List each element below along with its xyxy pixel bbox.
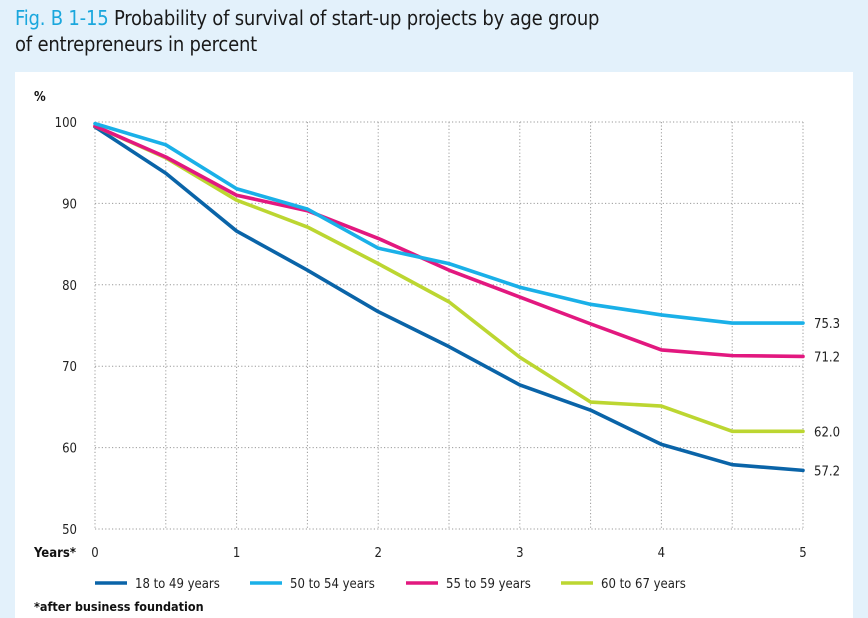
- legend-label: 50 to 54 years: [290, 577, 375, 592]
- y-axis-ticks: 50 60 70 80 90 100: [55, 116, 77, 538]
- end-value-label: 62.0: [814, 425, 840, 440]
- end-value-label: 71.2: [814, 350, 840, 365]
- x-axis-label: Years*: [33, 546, 76, 561]
- x-tick-label: 4: [658, 546, 665, 561]
- y-tick-label: 90: [62, 197, 77, 212]
- x-tick-label: 0: [91, 546, 98, 561]
- legend-label: 18 to 49 years: [135, 577, 220, 592]
- figure-label: Fig. B 1-15: [15, 6, 109, 30]
- y-tick-label: 50: [62, 523, 77, 538]
- x-axis-ticks: 0 1 2 3 4 5: [91, 546, 806, 561]
- title-line1: Probability of survival of start-up proj…: [113, 6, 600, 30]
- series-line-50-to-54-years: [93, 121, 805, 325]
- y-tick-label: 80: [62, 279, 77, 294]
- legend-item: 18 to 49 years: [95, 577, 220, 592]
- y-tick-label: 70: [62, 360, 77, 375]
- title-line2: of entrepreneurs in percent: [15, 32, 258, 56]
- series-line-55-to-59-years: [93, 124, 805, 359]
- footnote: *after business foundation: [34, 599, 204, 614]
- legend: 18 to 49 years 50 to 54 years 55 to 59 yea…: [95, 577, 686, 592]
- end-value-label: 57.2: [814, 464, 840, 479]
- legend-label: 60 to 67 years: [601, 577, 686, 592]
- legend-item: 60 to 67 years: [561, 577, 686, 592]
- series-line-18-to-49-years: [93, 125, 805, 473]
- x-tick-label: 3: [516, 546, 523, 561]
- legend-label: 55 to 59 years: [446, 577, 531, 592]
- y-tick-label: 60: [62, 442, 77, 457]
- legend-item: 50 to 54 years: [250, 577, 375, 592]
- chart-title: Fig. B 1-15 Probability of survival of s…: [15, 5, 599, 57]
- legend-item: 55 to 59 years: [406, 577, 531, 592]
- series-lines: [93, 121, 805, 473]
- x-tick-label: 1: [233, 546, 240, 561]
- x-tick-label: 5: [799, 546, 806, 561]
- x-tick-label: 2: [374, 546, 381, 561]
- end-labels: 57.2 75.3 71.2 62.0: [814, 317, 840, 479]
- series-line-60-to-67-years: [93, 124, 805, 434]
- chart-panel: [15, 72, 853, 618]
- grid: [94, 121, 804, 530]
- end-value-label: 75.3: [814, 317, 840, 332]
- y-tick-label: 100: [55, 116, 77, 131]
- y-axis-label: %: [34, 90, 46, 105]
